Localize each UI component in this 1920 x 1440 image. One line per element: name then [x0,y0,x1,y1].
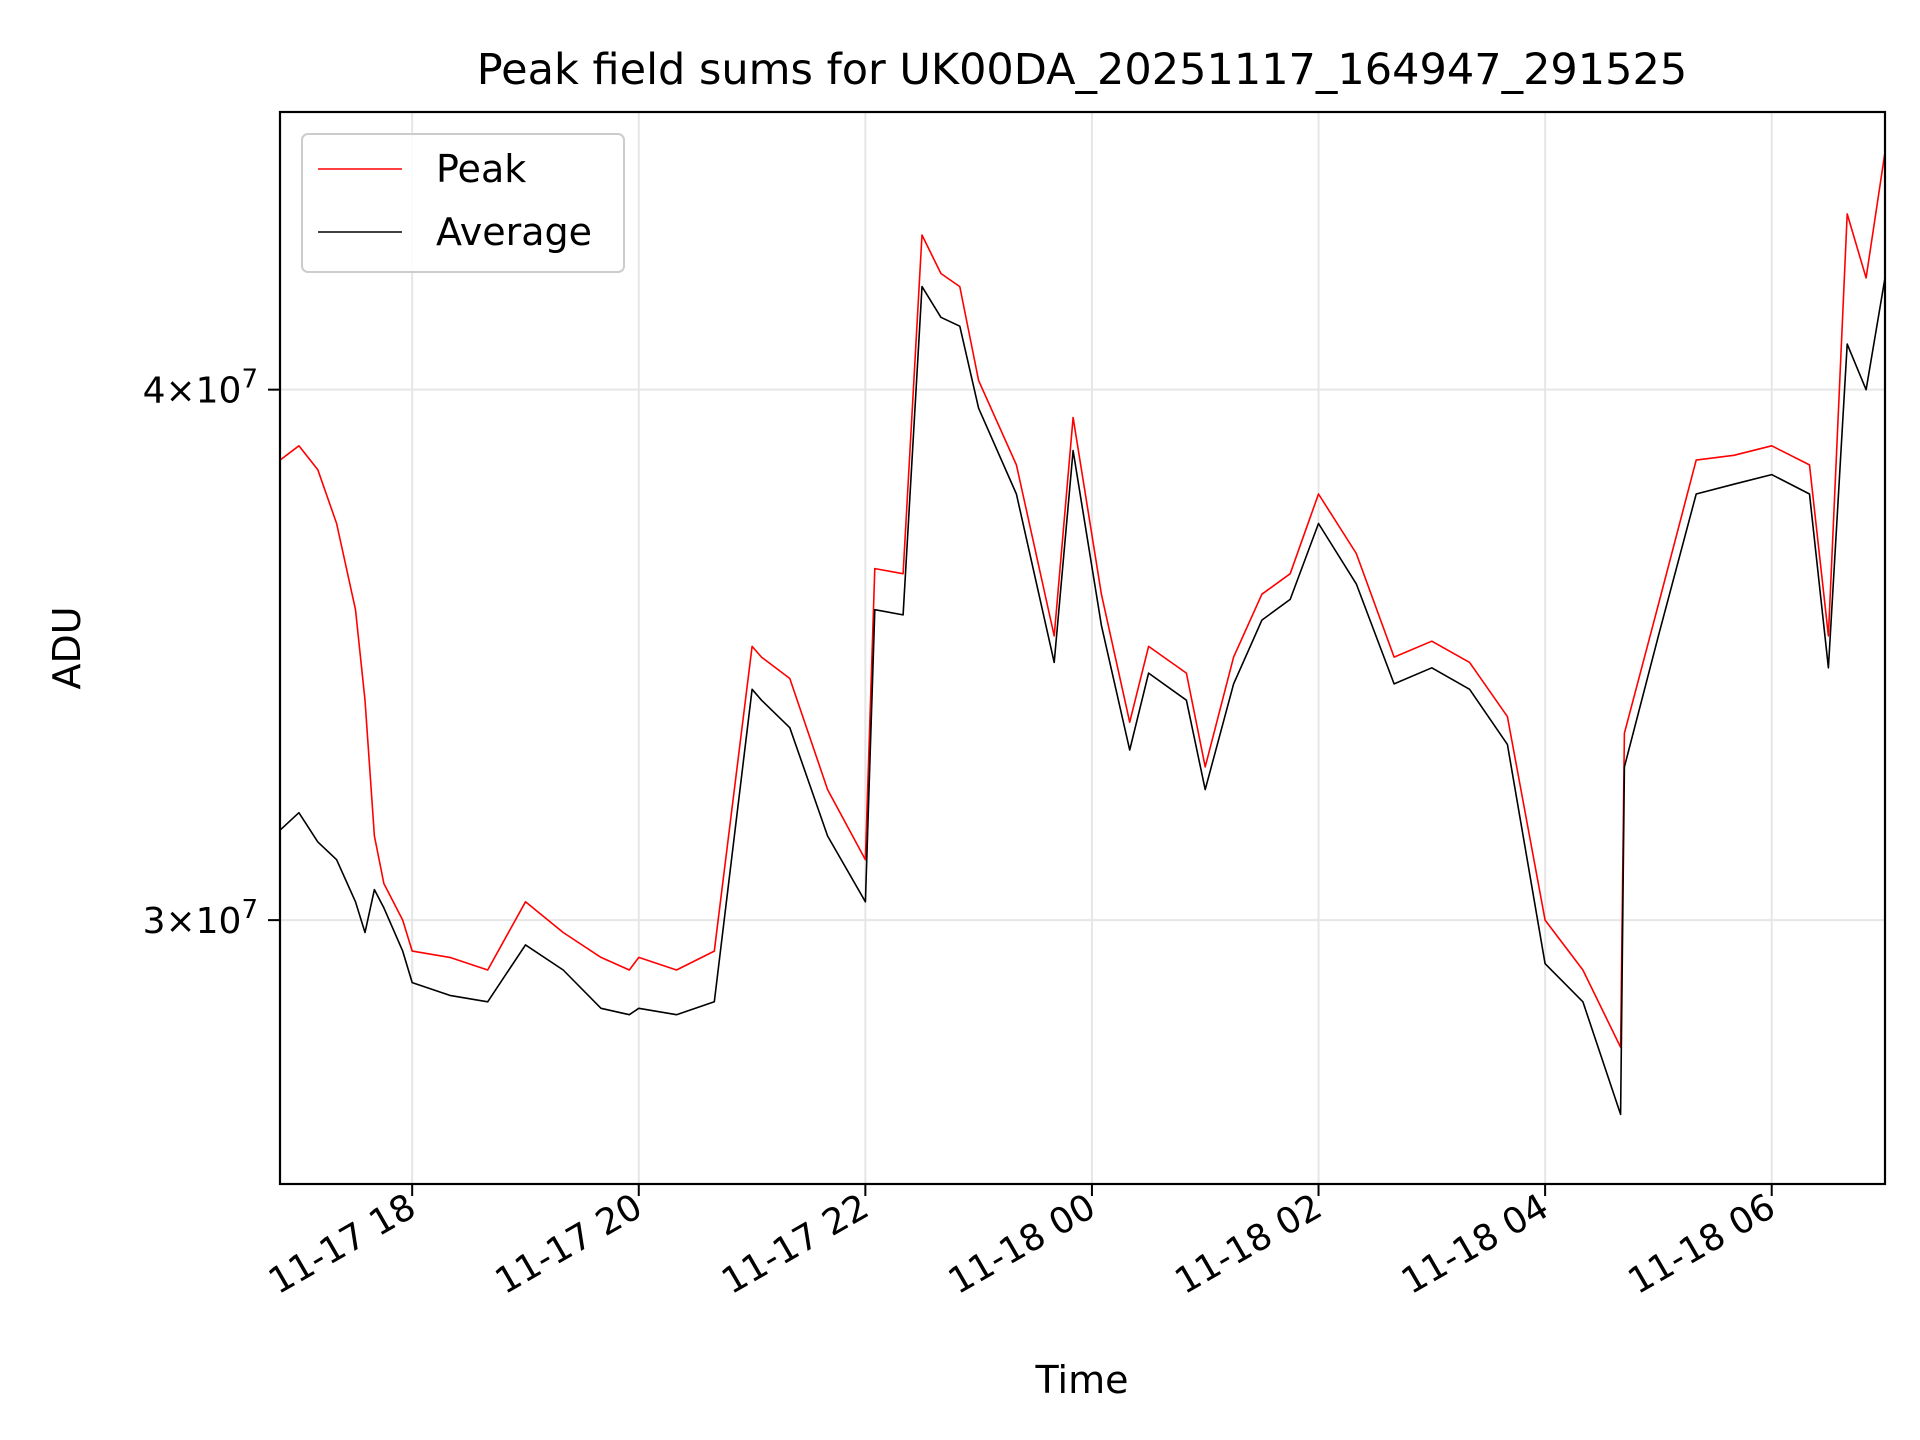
grid [280,112,1885,1184]
chart-title: Peak field sums for UK00DA_20251117_1649… [477,45,1687,95]
plot-frame [278,110,1887,1186]
y-axis-label: ADU [45,606,89,689]
legend-label-peak: Peak [436,147,526,191]
x-axis-label: Time [1035,1358,1129,1402]
y-axis: 3×107 4×107 [143,365,280,942]
series-layer [279,151,1886,1116]
series-line-average [279,277,1886,1116]
legend: Peak Average [301,133,625,273]
y-tick-label: 4×107 [143,365,258,412]
legend-label-average: Average [436,210,592,254]
y-tick-label: 3×107 [143,895,258,942]
